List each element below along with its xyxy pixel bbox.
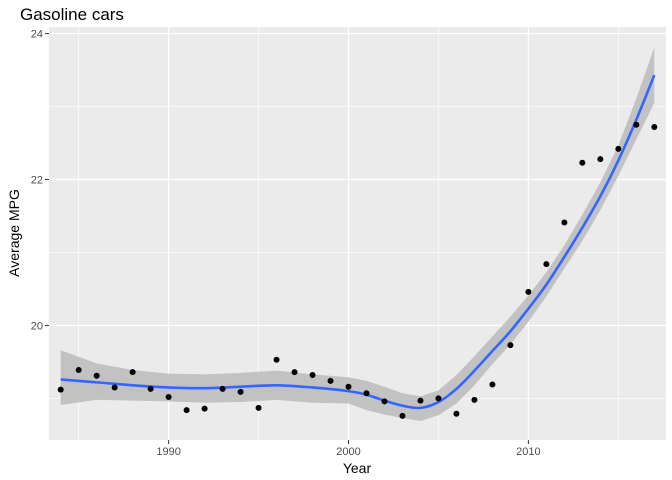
x-tick-label: 2000 [336,446,360,458]
data-point [93,372,100,379]
data-point [129,369,136,376]
data-point [615,145,622,152]
data-points [57,121,658,419]
data-point [507,342,514,349]
smooth-trend-line [60,74,656,410]
trend-line [60,74,656,410]
data-point [75,366,82,373]
y-tick-label: 24 [31,29,43,41]
data-point [201,405,208,412]
y-tick-label: 22 [31,175,43,187]
data-point [345,383,352,390]
data-point [57,386,64,393]
y-tick-label: 20 [31,320,43,332]
data-point [525,288,532,295]
x-axis-title: Year [343,460,372,476]
data-point [561,219,568,226]
data-point [363,390,370,397]
data-point [165,393,172,400]
x-tick-label: 2010 [516,446,540,458]
data-point [255,404,262,411]
data-point [417,397,424,404]
data-point [309,372,316,379]
data-point [147,385,154,392]
data-point [453,410,460,417]
data-point [291,369,298,376]
confidence-band [60,47,655,422]
gridlines [49,27,666,440]
data-point [489,381,496,388]
data-point [327,377,334,384]
data-point [471,396,478,403]
panel-background [49,27,666,440]
data-point [399,412,406,419]
data-point [651,123,658,130]
data-point [237,388,244,395]
data-point [543,261,550,268]
y-axis-title: Average MPG [6,189,22,277]
confidence-band-area [60,47,655,422]
data-point [435,395,442,402]
axis-ticks: 1990 2000 2010 20 22 24 [31,29,541,458]
chart-title: Gasoline cars [20,5,124,24]
data-point [633,121,640,128]
data-point [219,385,226,392]
data-point [381,398,388,405]
x-tick-label: 1990 [156,446,180,458]
data-point [183,407,190,414]
data-point [579,159,586,166]
data-point [111,384,118,391]
data-point [597,156,604,163]
data-point [273,356,280,363]
